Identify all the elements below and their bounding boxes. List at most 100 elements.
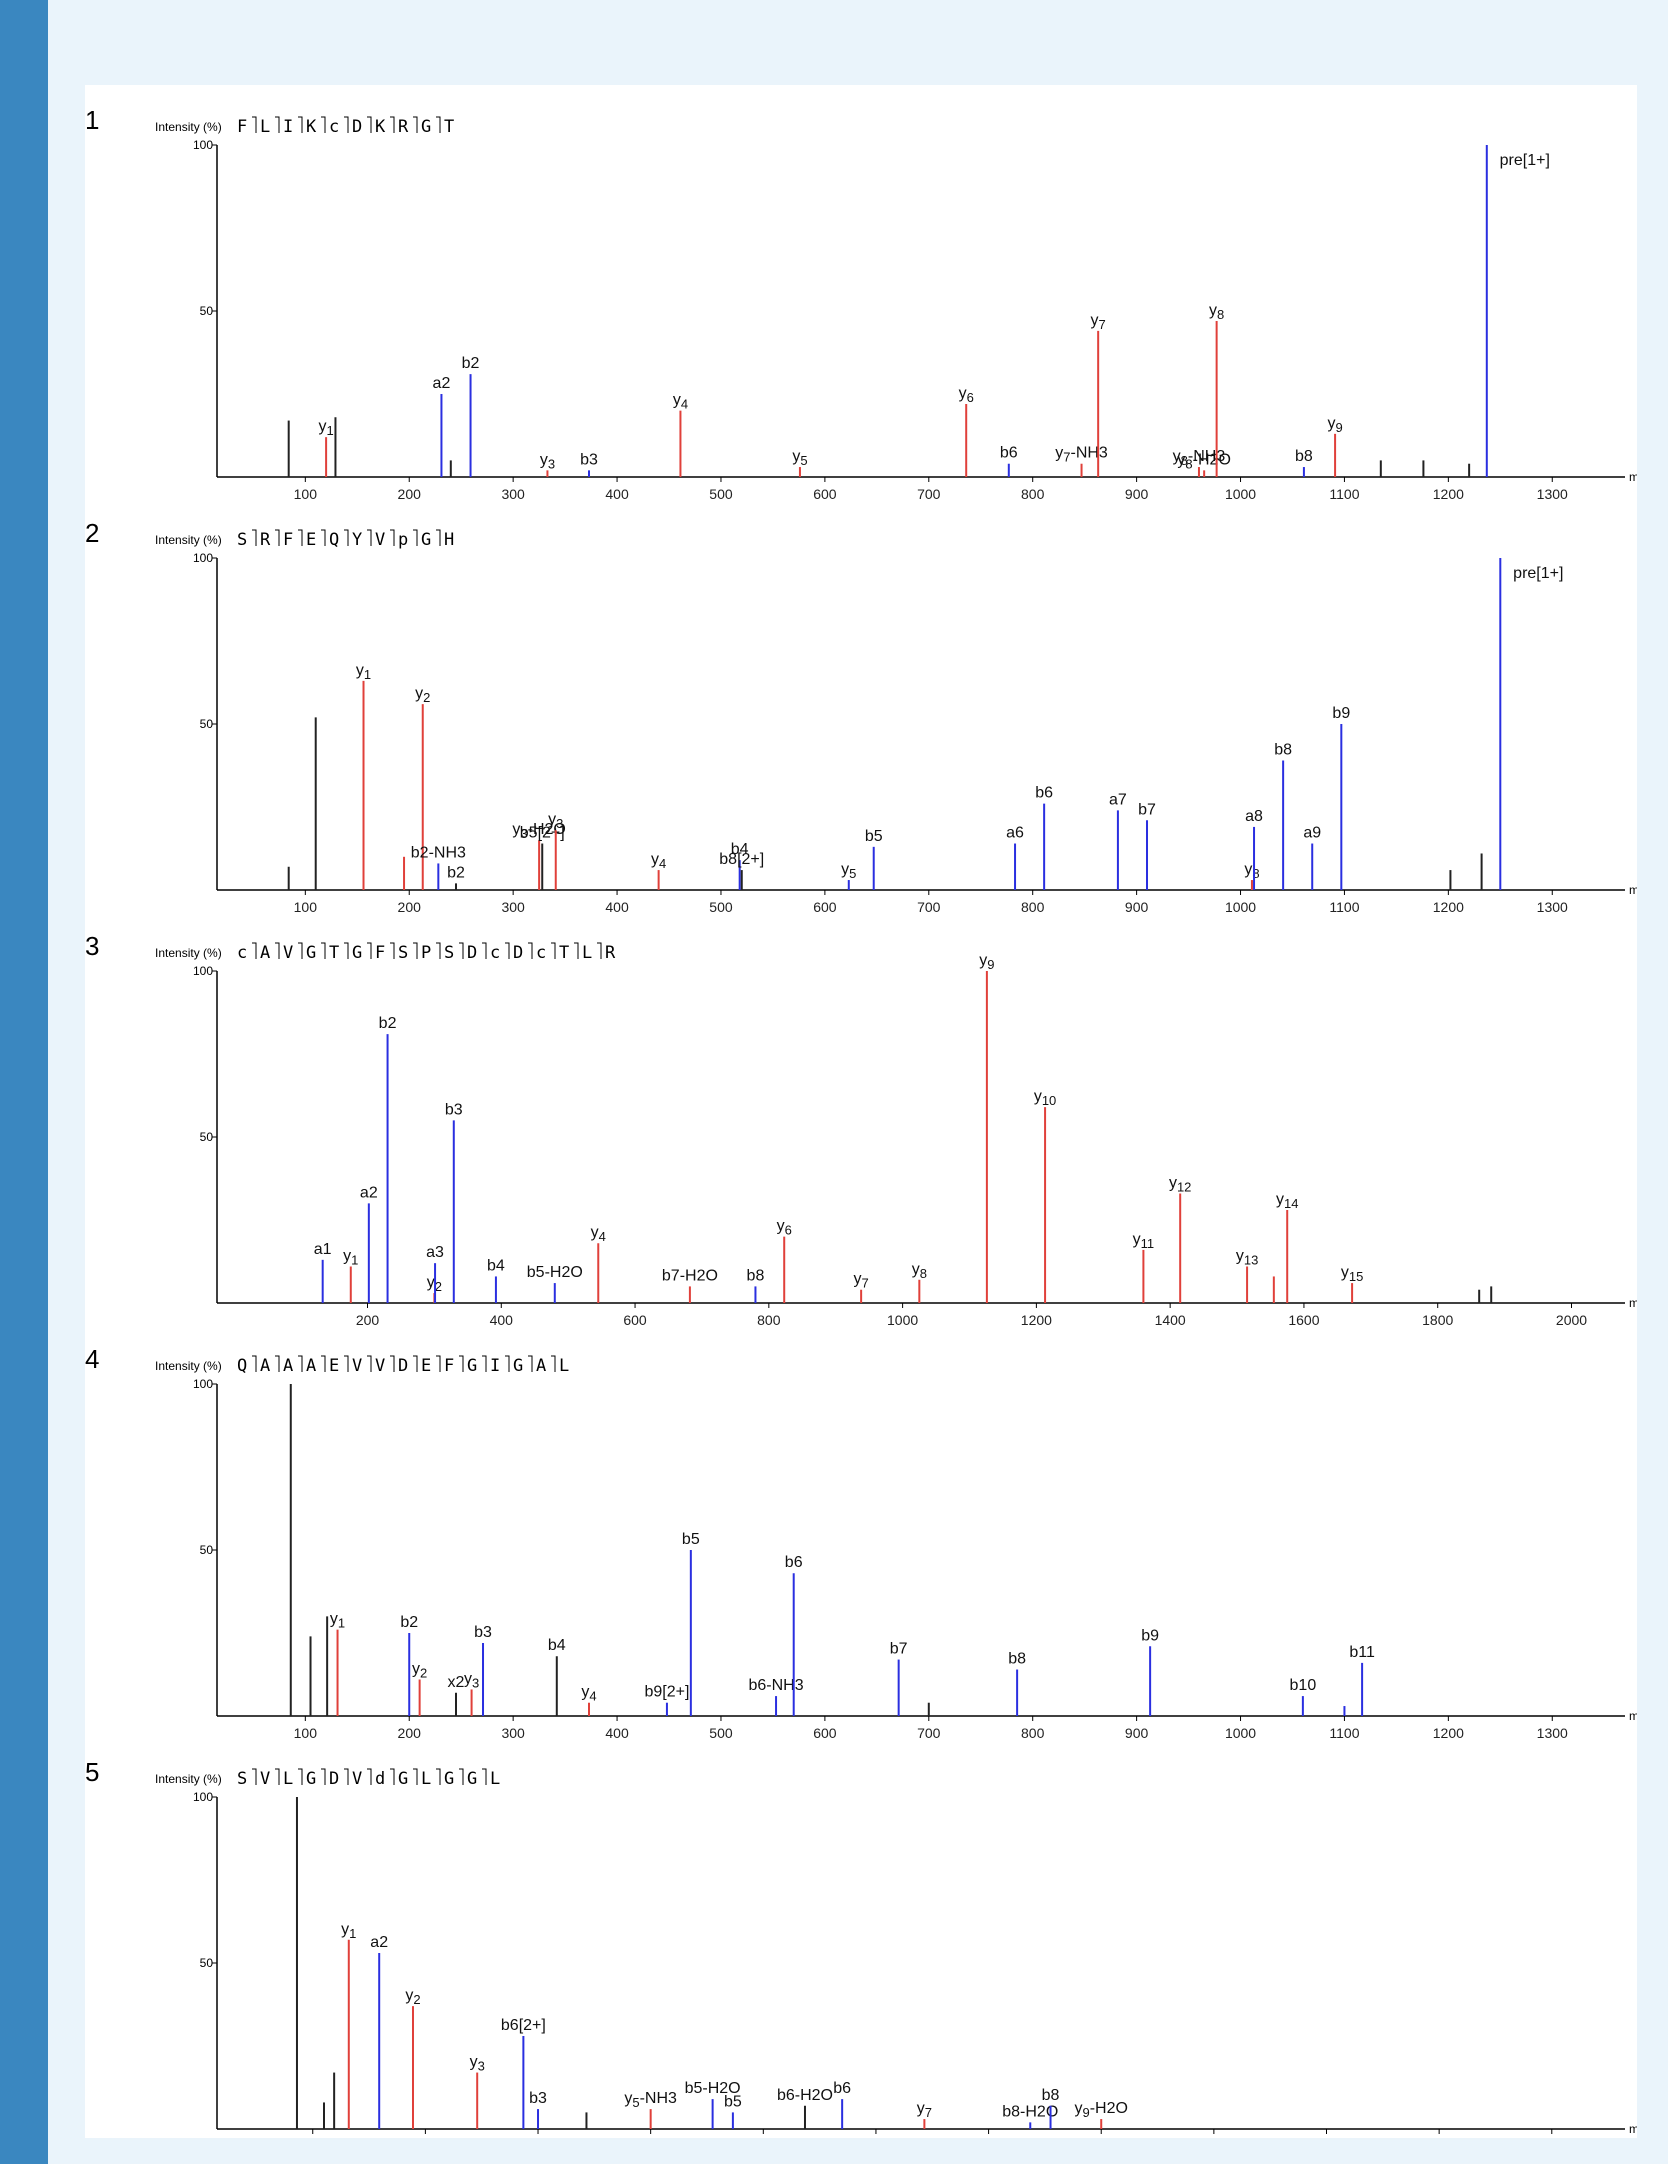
peak-label: b7 [890,1641,908,1658]
sequence-residue: V [375,530,385,550]
peak-label: b5[2+] [520,825,565,842]
peak-label: b2 [379,1015,397,1032]
fragment-bracket [367,1355,372,1372]
x-tick-label: 800 [1021,1725,1045,1741]
fragment-bracket [321,1768,326,1785]
fragment-bracket [459,1768,464,1785]
x-axis-unit: m [1629,2122,1637,2136]
x-axis-unit: m [1629,1709,1637,1723]
x-tick-label: 600 [813,899,837,915]
x-tick-label: 100 [294,486,318,502]
sequence-residue: G [444,1769,454,1789]
sequence-residue: H [444,530,454,550]
sidebar-strip [0,0,48,2164]
peak-label: y6 [959,385,974,405]
sequence-residue: Q [237,1356,247,1376]
x-tick-label: 500 [709,486,733,502]
fragment-bracket [390,1355,395,1372]
peak-label: y7 [1091,312,1106,332]
x-tick-label: 1000 [887,1312,918,1328]
sequence-residue: L [260,117,270,137]
x-tick-label: 1100 [1329,899,1359,915]
peak-label: b4 [731,841,749,858]
fragment-bracket [321,529,326,546]
peak-label: b2 [400,1614,418,1631]
peak-label: b8 [747,1267,765,1284]
x-tick-label: 2000 [1556,1312,1587,1328]
peak-label: y5 [841,861,856,881]
sequence-residue: c [490,943,500,963]
sequence-residue: V [352,1769,362,1789]
sequence-residue: E [329,1356,339,1376]
sequence-residue: R [260,530,271,550]
fragment-bracket [275,942,280,959]
panel-number: 3 [85,931,99,961]
sequence-residue: G [306,1769,316,1789]
peak-label: b2 [462,355,480,372]
peak-label: y3 [470,2054,485,2074]
y-tick-label: 100 [193,138,213,152]
peak-label: b5 [865,828,883,845]
peak-label: b6-NH3 [748,1677,803,1694]
sequence-residue: S [237,1769,247,1789]
y-tick-label: 100 [193,964,213,978]
y-axis-label: Intensity (%) [155,533,222,547]
sequence-residue: L [421,1769,431,1789]
x-tick-label: 900 [1125,486,1149,502]
sequence-residue: D [513,943,523,963]
fragment-bracket [551,942,556,959]
fragment-bracket [252,1355,257,1372]
sequence-residue: K [306,117,317,137]
x-tick-label: 400 [605,486,629,502]
fragment-bracket [436,942,441,959]
sequence-residue: F [283,530,293,550]
peak-label: a2 [360,1184,378,1201]
fragment-bracket [321,942,326,959]
x-tick-label: 400 [605,1725,629,1741]
fragment-bracket [505,942,510,959]
peak-label: a7 [1109,791,1127,808]
sequence-residue: A [536,1356,546,1376]
fragment-bracket [252,116,257,133]
peak-label: y7-NH3 [1055,445,1108,465]
peak-label: b2 [447,864,465,881]
peak-label: b2-NH3 [411,844,466,861]
fragment-bracket [298,529,303,546]
sequence-residue: G [421,117,431,137]
sequence-residue: F [444,1356,454,1376]
x-tick-label: 900 [1125,1725,1149,1741]
x-tick-label: 1300 [1537,899,1568,915]
fragment-bracket [528,942,533,959]
sequence-residue: S [444,943,454,963]
fragment-bracket [344,116,349,133]
fragment-bracket [367,1768,372,1785]
fragment-bracket [367,116,372,133]
peak-label: b11 [1349,1644,1375,1661]
x-tick-label: 1100 [1329,486,1359,502]
peak-label: y1 [343,1247,358,1267]
sequence-residue: d [375,1769,385,1789]
peak-label: y2 [427,1274,442,1294]
peak-label: y7 [917,2100,932,2120]
peak-label: b6[2+] [501,2017,546,2034]
peak-label: y8-H2O [1177,451,1230,471]
sequence-residue: F [237,117,247,137]
panel-number: 4 [85,1344,99,1374]
peak-label: y10 [1034,1088,1056,1108]
fragment-bracket [459,1355,464,1372]
fragment-bracket [413,529,418,546]
peak-label: b5-H2O [527,1264,583,1281]
peak-label: y9 [979,952,994,972]
sequence-residue: F [375,943,385,963]
peak-label: x2 [448,1674,465,1691]
peak-label: y6 [777,1218,792,1238]
fragment-bracket [275,116,280,133]
x-tick-label: 600 [813,486,837,502]
x-tick-label: 600 [813,1725,837,1741]
peak-label: y1 [330,1611,345,1631]
x-tick-label: 200 [398,899,422,915]
fragment-bracket [298,1355,303,1372]
fragment-bracket [436,116,441,133]
fragment-bracket [367,942,372,959]
sequence-residue: A [283,1356,293,1376]
